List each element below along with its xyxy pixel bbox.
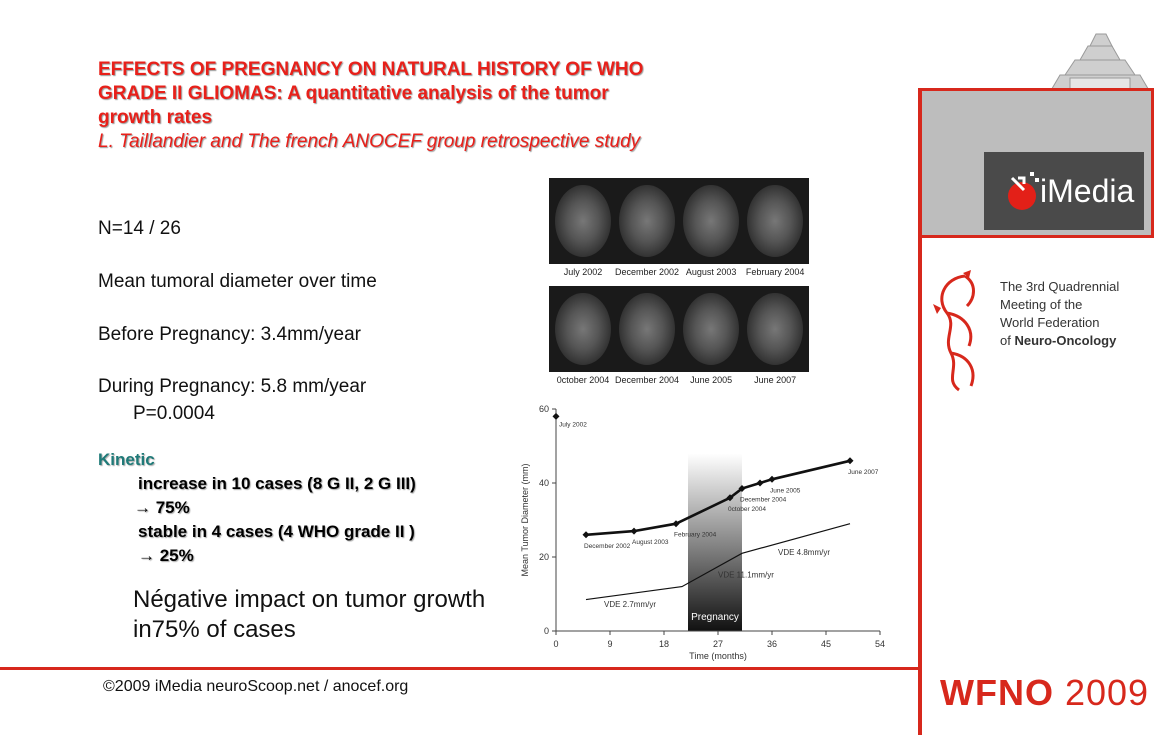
- dragon-icon: [933, 270, 975, 392]
- wfno-year: 2009: [1064, 672, 1150, 713]
- castle-icon: [1049, 33, 1151, 92]
- vde-annotation: VDE 11.1mm/yr: [718, 570, 774, 579]
- data-point-label: 0ctober 2004: [728, 506, 766, 513]
- mri-scan-label: August 2003: [685, 267, 737, 277]
- brain-image: [683, 185, 740, 257]
- mri-scan: [677, 178, 746, 264]
- mri-scan: [741, 286, 810, 372]
- title-line-3: growth rates: [98, 107, 213, 128]
- y-tick-label: 40: [539, 478, 549, 488]
- mri-scan-label: February 2004: [745, 267, 805, 277]
- brain-image: [555, 185, 611, 257]
- stat-p: P=0.0004: [133, 403, 215, 424]
- imedia-logo-icon: [1008, 172, 1039, 210]
- conclusion-line-2: in75% of cases: [133, 616, 296, 643]
- data-point-label: June 2007: [848, 469, 879, 476]
- pregnancy-band: [688, 453, 742, 631]
- imedia-logo-text: iMedia: [1040, 173, 1135, 209]
- stat-n: N=14 / 26: [98, 218, 181, 239]
- kinetic-pct1: → 75%: [134, 498, 190, 517]
- data-point: [630, 527, 638, 535]
- slide-title: EFFECTS OF PREGNANCY ON NATURAL HISTORY …: [98, 58, 818, 154]
- x-tick-label: 0: [553, 639, 558, 649]
- mri-scan-label: December 2002: [615, 267, 680, 277]
- stat-before: Before Pregnancy: 3.4mm/year: [98, 324, 361, 345]
- kinetic-stable: stable in 4 cases (4 WHO grade II ): [138, 522, 415, 541]
- stat-mean: Mean tumoral diameter over time: [98, 271, 377, 292]
- data-point: [672, 520, 680, 528]
- data-point: [726, 494, 734, 502]
- brain-image: [619, 185, 676, 257]
- conclusion: Négative impact on tumor growth in75% of…: [133, 585, 485, 645]
- brain-image: [555, 293, 611, 365]
- footer-copyright: ©2009 iMedia neuroScoop.net / anocef.org: [103, 678, 409, 695]
- mri-scan-label: June 2005: [690, 375, 733, 385]
- x-tick-label: 45: [821, 639, 831, 649]
- brain-image: [747, 185, 804, 257]
- x-tick-label: 9: [607, 639, 612, 649]
- congress-neuro-oncology: Neuro-Oncology: [1014, 333, 1117, 348]
- wfno-word: WFNO: [940, 672, 1054, 713]
- data-point: [768, 475, 776, 483]
- sidebar-divider: [918, 88, 922, 735]
- title-author: L. Taillandier and The french ANOCEF gro…: [98, 131, 641, 152]
- x-tick-label: 54: [875, 639, 885, 649]
- data-point: [756, 479, 764, 487]
- vde-series-line: [585, 523, 851, 601]
- data-point: [738, 485, 746, 493]
- title-line-2: GRADE II GLIOMAS: A quantitative analysi…: [98, 83, 609, 104]
- kinetic-block: Kinetic increase in 10 cases (8 G II, 2 …: [98, 448, 416, 568]
- y-axis-label: Mean Tumor Diameter (mm): [520, 463, 530, 576]
- outlier-label: July 2002: [559, 421, 587, 428]
- mri-scan-label: July 2002: [563, 267, 603, 277]
- y-tick-label: 60: [539, 404, 549, 414]
- outlier-point: [552, 412, 560, 420]
- kinetic-pct2: → 25%: [138, 546, 194, 565]
- stat-during: During Pregnancy: 5.8 mm/year: [98, 376, 367, 397]
- brain-image: [747, 293, 804, 365]
- congress-line-4: of Neuro-Oncology: [1000, 332, 1119, 350]
- footer-divider: [0, 667, 922, 670]
- x-tick-label: 36: [767, 639, 777, 649]
- x-tick-label: 27: [713, 639, 723, 649]
- data-point-label: December 2004: [740, 497, 787, 504]
- vde-annotation: VDE 2.7mm/yr: [604, 600, 656, 609]
- wfno-logo: WFNO 2009: [940, 672, 1149, 714]
- y-tick-label: 20: [539, 552, 549, 562]
- y-tick-label: 0: [544, 626, 549, 636]
- congress-of: of: [1000, 333, 1015, 348]
- brain-image: [683, 293, 740, 365]
- vde-annotation: VDE 4.8mm/yr: [778, 548, 830, 557]
- data-point-label: August 2003: [632, 539, 669, 546]
- data-point-label: June 2005: [770, 487, 801, 494]
- congress-text: The 3rd Quadrennial Meeting of the World…: [1000, 278, 1119, 350]
- brain-image: [619, 293, 676, 365]
- pregnancy-label: Pregnancy: [691, 612, 739, 623]
- data-point: [582, 531, 590, 539]
- mri-scan-label: June 2007: [754, 375, 797, 385]
- congress-line-1: The 3rd Quadrennial: [1000, 279, 1120, 294]
- mri-scan: [549, 178, 617, 264]
- congress-line-3: World Federation: [1000, 315, 1100, 330]
- data-point-label: February 2004: [674, 532, 717, 539]
- mri-scan: [677, 286, 746, 372]
- conclusion-line-1: Négative impact on tumor growth: [133, 586, 486, 613]
- data-point: [846, 457, 854, 465]
- mri-scan: [549, 286, 617, 372]
- x-tick-label: 18: [659, 639, 669, 649]
- tumor-growth-chart: Pregnancy 0 9 18 27 36 45 54 0 20 40 60 Time (months…: [520, 404, 885, 661]
- mri-scan-label: 0ctober 2004: [556, 375, 610, 385]
- mri-scan-label: December 2004: [615, 375, 680, 385]
- x-axis-label: Time (months): [689, 651, 747, 661]
- mri-scan: [741, 178, 810, 264]
- data-point-label: December 2002: [584, 543, 631, 550]
- mri-scan: [613, 178, 682, 264]
- kinetic-head: Kinetic: [98, 450, 155, 469]
- kinetic-increase: increase in 10 cases (8 G II, 2 G III): [138, 474, 416, 493]
- mri-scan: [613, 286, 682, 372]
- title-line-1: EFFECTS OF PREGNANCY ON NATURAL HISTORY …: [98, 59, 644, 80]
- congress-line-2: Meeting of the: [1000, 297, 1083, 312]
